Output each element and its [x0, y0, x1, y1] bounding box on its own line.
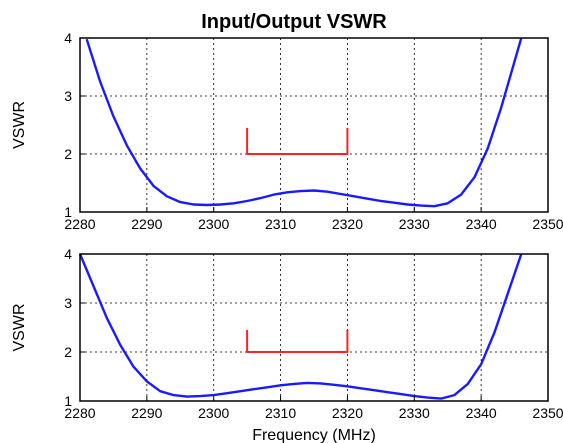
plot-frame — [79, 37, 549, 213]
y-tick-label: 2 — [64, 146, 72, 162]
charts-root: 2280 2290 2300 2310 2320 2330 2340 2350 1 2 3 4 VSWR… — [11, 30, 563, 421]
x-tick-label: 2300 — [198, 216, 229, 232]
x-tick-label: 2320 — [332, 405, 363, 421]
plot-frame — [79, 253, 549, 402]
x-tick-label: 2330 — [399, 405, 430, 421]
chart-title: Input/Output VSWR — [201, 11, 387, 33]
y-tick-label: 3 — [64, 88, 72, 104]
x-tick-label: 2350 — [532, 216, 563, 232]
x-tick-label: 2280 — [64, 216, 95, 232]
vswr-curve — [85, 37, 523, 208]
y-tick-label: 4 — [64, 30, 72, 46]
y-tick-label: 1 — [64, 204, 72, 220]
vswr-chart-2: 2280 2290 2300 2310 2320 2330 2340 2350 1 2 3 4 VSWR — [11, 246, 563, 421]
spec-bracket — [246, 329, 349, 353]
x-tick-label: 2290 — [131, 405, 162, 421]
x-tick-label: 2310 — [265, 405, 296, 421]
x-tick-label: 2280 — [64, 405, 95, 421]
vswr-chart-1: 2280 2290 2300 2310 2320 2330 2340 2350 1 2 3 4 VSWR — [11, 30, 563, 232]
x-tick-label: 2320 — [332, 216, 363, 232]
y-tick-label: 1 — [64, 393, 72, 409]
x-tick-label: 2340 — [466, 216, 497, 232]
y-tick-label: 3 — [64, 295, 72, 311]
x-tick-label: 2340 — [466, 405, 497, 421]
x-tick-label: 2290 — [131, 216, 162, 232]
x-tick-label: 2350 — [532, 405, 563, 421]
y-axis-label: VSWR — [11, 101, 28, 149]
y-tick-label: 2 — [64, 344, 72, 360]
x-tick-label: 2300 — [198, 405, 229, 421]
vswr-curve — [78, 253, 523, 400]
y-axis-label: VSWR — [11, 304, 28, 352]
x-axis-label: Frequency (MHz) — [252, 427, 376, 443]
x-tick-label: 2310 — [265, 216, 296, 232]
spec-bracket — [246, 127, 349, 155]
y-tick-label: 4 — [64, 246, 72, 262]
x-tick-label: 2330 — [399, 216, 430, 232]
